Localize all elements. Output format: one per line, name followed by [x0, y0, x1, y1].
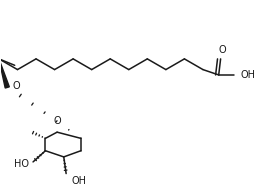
Text: O: O [53, 115, 61, 125]
Text: O: O [219, 45, 226, 55]
Polygon shape [0, 59, 9, 88]
Text: OH: OH [71, 176, 86, 186]
Text: OH: OH [241, 70, 256, 80]
Text: HO: HO [15, 159, 29, 169]
Text: O: O [13, 81, 20, 91]
